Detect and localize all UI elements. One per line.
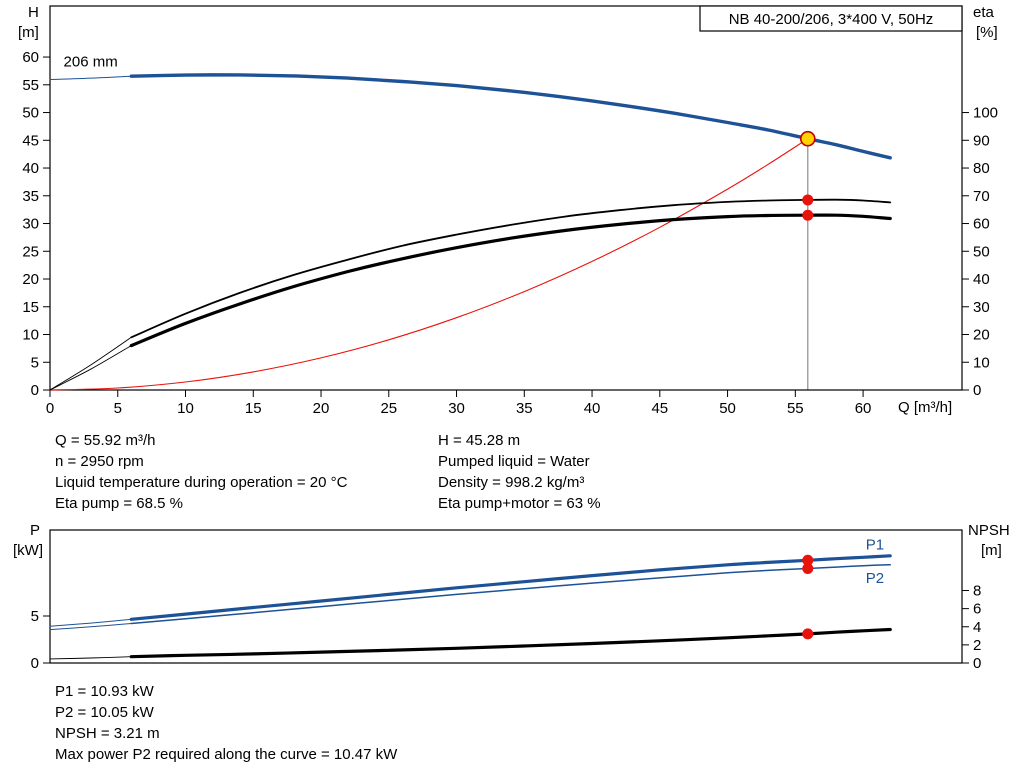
info-line: Eta pump+motor = 63 %: [438, 495, 601, 512]
qh-curve-lead: [49, 75, 132, 80]
pump-type-box: [699, 5, 963, 32]
npsh-duty-marker: [802, 628, 814, 640]
info-line: H = 45.28 m: [438, 432, 521, 449]
p-axis-unit: [kW]: [13, 542, 43, 559]
left-axis-tick-label: 45: [22, 132, 39, 149]
p2-curve-lead: [49, 623, 132, 631]
right-axis-tick-label: 10: [973, 354, 990, 371]
npsh-axis-label: NPSH: [968, 522, 1010, 539]
eta-pump-motor-curve-lead: [49, 345, 132, 391]
left-axis-tick-label: 35: [22, 188, 39, 205]
power-data-block: P1 = 10.93 kW P2 = 10.05 kW NPSH = 3.21 m M…: [55, 681, 397, 765]
right-axis-tick-label: 8: [973, 583, 981, 600]
right-axis-tick-label: 2: [973, 637, 981, 654]
info-line: Eta pump = 68.5 %: [55, 495, 183, 512]
left-axis-tick-label: 50: [22, 105, 39, 122]
info-line: n = 2950 rpm: [55, 453, 144, 470]
info-line: NPSH = 3.21 m: [55, 725, 160, 742]
p-axis-label: P: [30, 522, 41, 539]
info-line: Density = 998.2 kg/m³: [438, 474, 585, 491]
right-axis-tick-label: 90: [973, 132, 990, 149]
left-axis-tick-label: 0: [31, 382, 39, 399]
info-line: P1 = 10.93 kW: [55, 683, 154, 700]
duty-point-marker: [799, 130, 816, 147]
eta-pump-curve-lead: [49, 336, 132, 391]
h-axis-label: H: [28, 4, 39, 21]
x-axis-tick-label: 40: [584, 400, 601, 417]
right-axis-tick-label: 4: [973, 619, 981, 636]
left-axis-tick-label: 55: [22, 77, 39, 94]
right-axis-tick-label: 60: [973, 216, 990, 233]
eta-axis-unit: [%]: [976, 24, 998, 41]
h-axis-unit: [m]: [18, 24, 39, 41]
x-axis-tick-label: 20: [313, 400, 330, 417]
x-axis-tick-label: 25: [380, 400, 397, 417]
info-line: Liquid temperature during operation = 20…: [55, 474, 348, 491]
info-line: Pumped liquid = Water: [438, 453, 590, 470]
left-axis-tick-label: 40: [22, 160, 39, 177]
x-axis-tick-label: 55: [787, 400, 804, 417]
p2-curve: [130, 564, 891, 625]
x-axis-tick-label: 5: [114, 400, 122, 417]
left-axis-tick-label: 60: [22, 49, 39, 66]
right-axis-tick-label: 0: [973, 655, 981, 672]
p1-curve-lead: [49, 618, 132, 627]
x-axis-tick-label: 60: [855, 400, 872, 417]
x-axis-tick-label: 0: [46, 400, 54, 417]
left-axis-tick-label: 25: [22, 243, 39, 260]
right-axis-tick-label: 50: [973, 243, 990, 260]
operating-data-right: H = 45.28 m Pumped liquid = Water Density …: [438, 430, 601, 514]
left-axis-tick-label: 15: [22, 299, 39, 316]
operating-data-left: Q = 55.92 m³/h n = 2950 rpm Liquid tempera…: [55, 430, 347, 514]
npsh-axis-unit: [m]: [981, 542, 1002, 559]
p1-curve-label: P1: [866, 536, 884, 553]
qh-curve: [129, 73, 892, 160]
p1-curve: [129, 554, 892, 621]
eta-pump-duty-marker: [802, 194, 814, 206]
left-axis-tick-label: 5: [31, 608, 39, 625]
plot-border: [49, 529, 963, 664]
eta-pump-motor-curve: [129, 213, 892, 348]
x-axis-tick-label: 15: [245, 400, 262, 417]
left-axis-tick-label: 20: [22, 271, 39, 288]
right-axis-tick-label: 80: [973, 160, 990, 177]
p1-duty-marker: [802, 554, 814, 566]
p2-curve-label: P2: [866, 570, 884, 587]
npsh-curve: [129, 627, 892, 659]
x-axis-tick-label: 45: [651, 400, 668, 417]
plot-border: [49, 5, 963, 391]
eta-pump-motor-duty-marker: [802, 209, 814, 221]
npsh-curve-lead: [49, 656, 132, 660]
right-axis-tick-label: 0: [973, 382, 981, 399]
hq-eta-chart: 0510152025303540455055600102030405060708…: [22, 5, 998, 417]
info-line: Q = 55.92 m³/h: [55, 432, 156, 449]
right-axis-tick-label: 6: [973, 601, 981, 618]
right-axis-tick-label: 20: [973, 327, 990, 344]
left-axis-tick-label: 10: [22, 327, 39, 344]
eta-axis-label: eta: [973, 4, 994, 21]
right-axis-tick-label: 70: [973, 188, 990, 205]
right-axis-tick-label: 30: [973, 299, 990, 316]
right-axis-tick-label: 100: [973, 105, 998, 122]
info-line: Max power P2 required along the curve = …: [55, 746, 398, 763]
x-axis-tick-label: 10: [177, 400, 194, 417]
q-axis-label: Q [m³/h]: [898, 399, 953, 416]
left-axis-tick-label: 30: [22, 216, 39, 233]
impeller-diameter-label: 206 mm: [64, 53, 118, 70]
x-axis-tick-label: 50: [719, 400, 736, 417]
info-line: P2 = 10.05 kW: [55, 704, 154, 721]
left-axis-tick-label: 0: [31, 655, 39, 672]
x-axis-tick-label: 30: [448, 400, 465, 417]
p2-duty-marker: [802, 563, 814, 575]
right-axis-tick-label: 40: [973, 271, 990, 288]
x-axis-tick-label: 35: [516, 400, 533, 417]
pump-type-label: NB 40-200/206, 3*400 V, 50Hz: [729, 11, 934, 28]
system-curve: [49, 138, 809, 391]
eta-pump-curve: [130, 198, 892, 339]
left-axis-tick-label: 5: [31, 354, 39, 371]
